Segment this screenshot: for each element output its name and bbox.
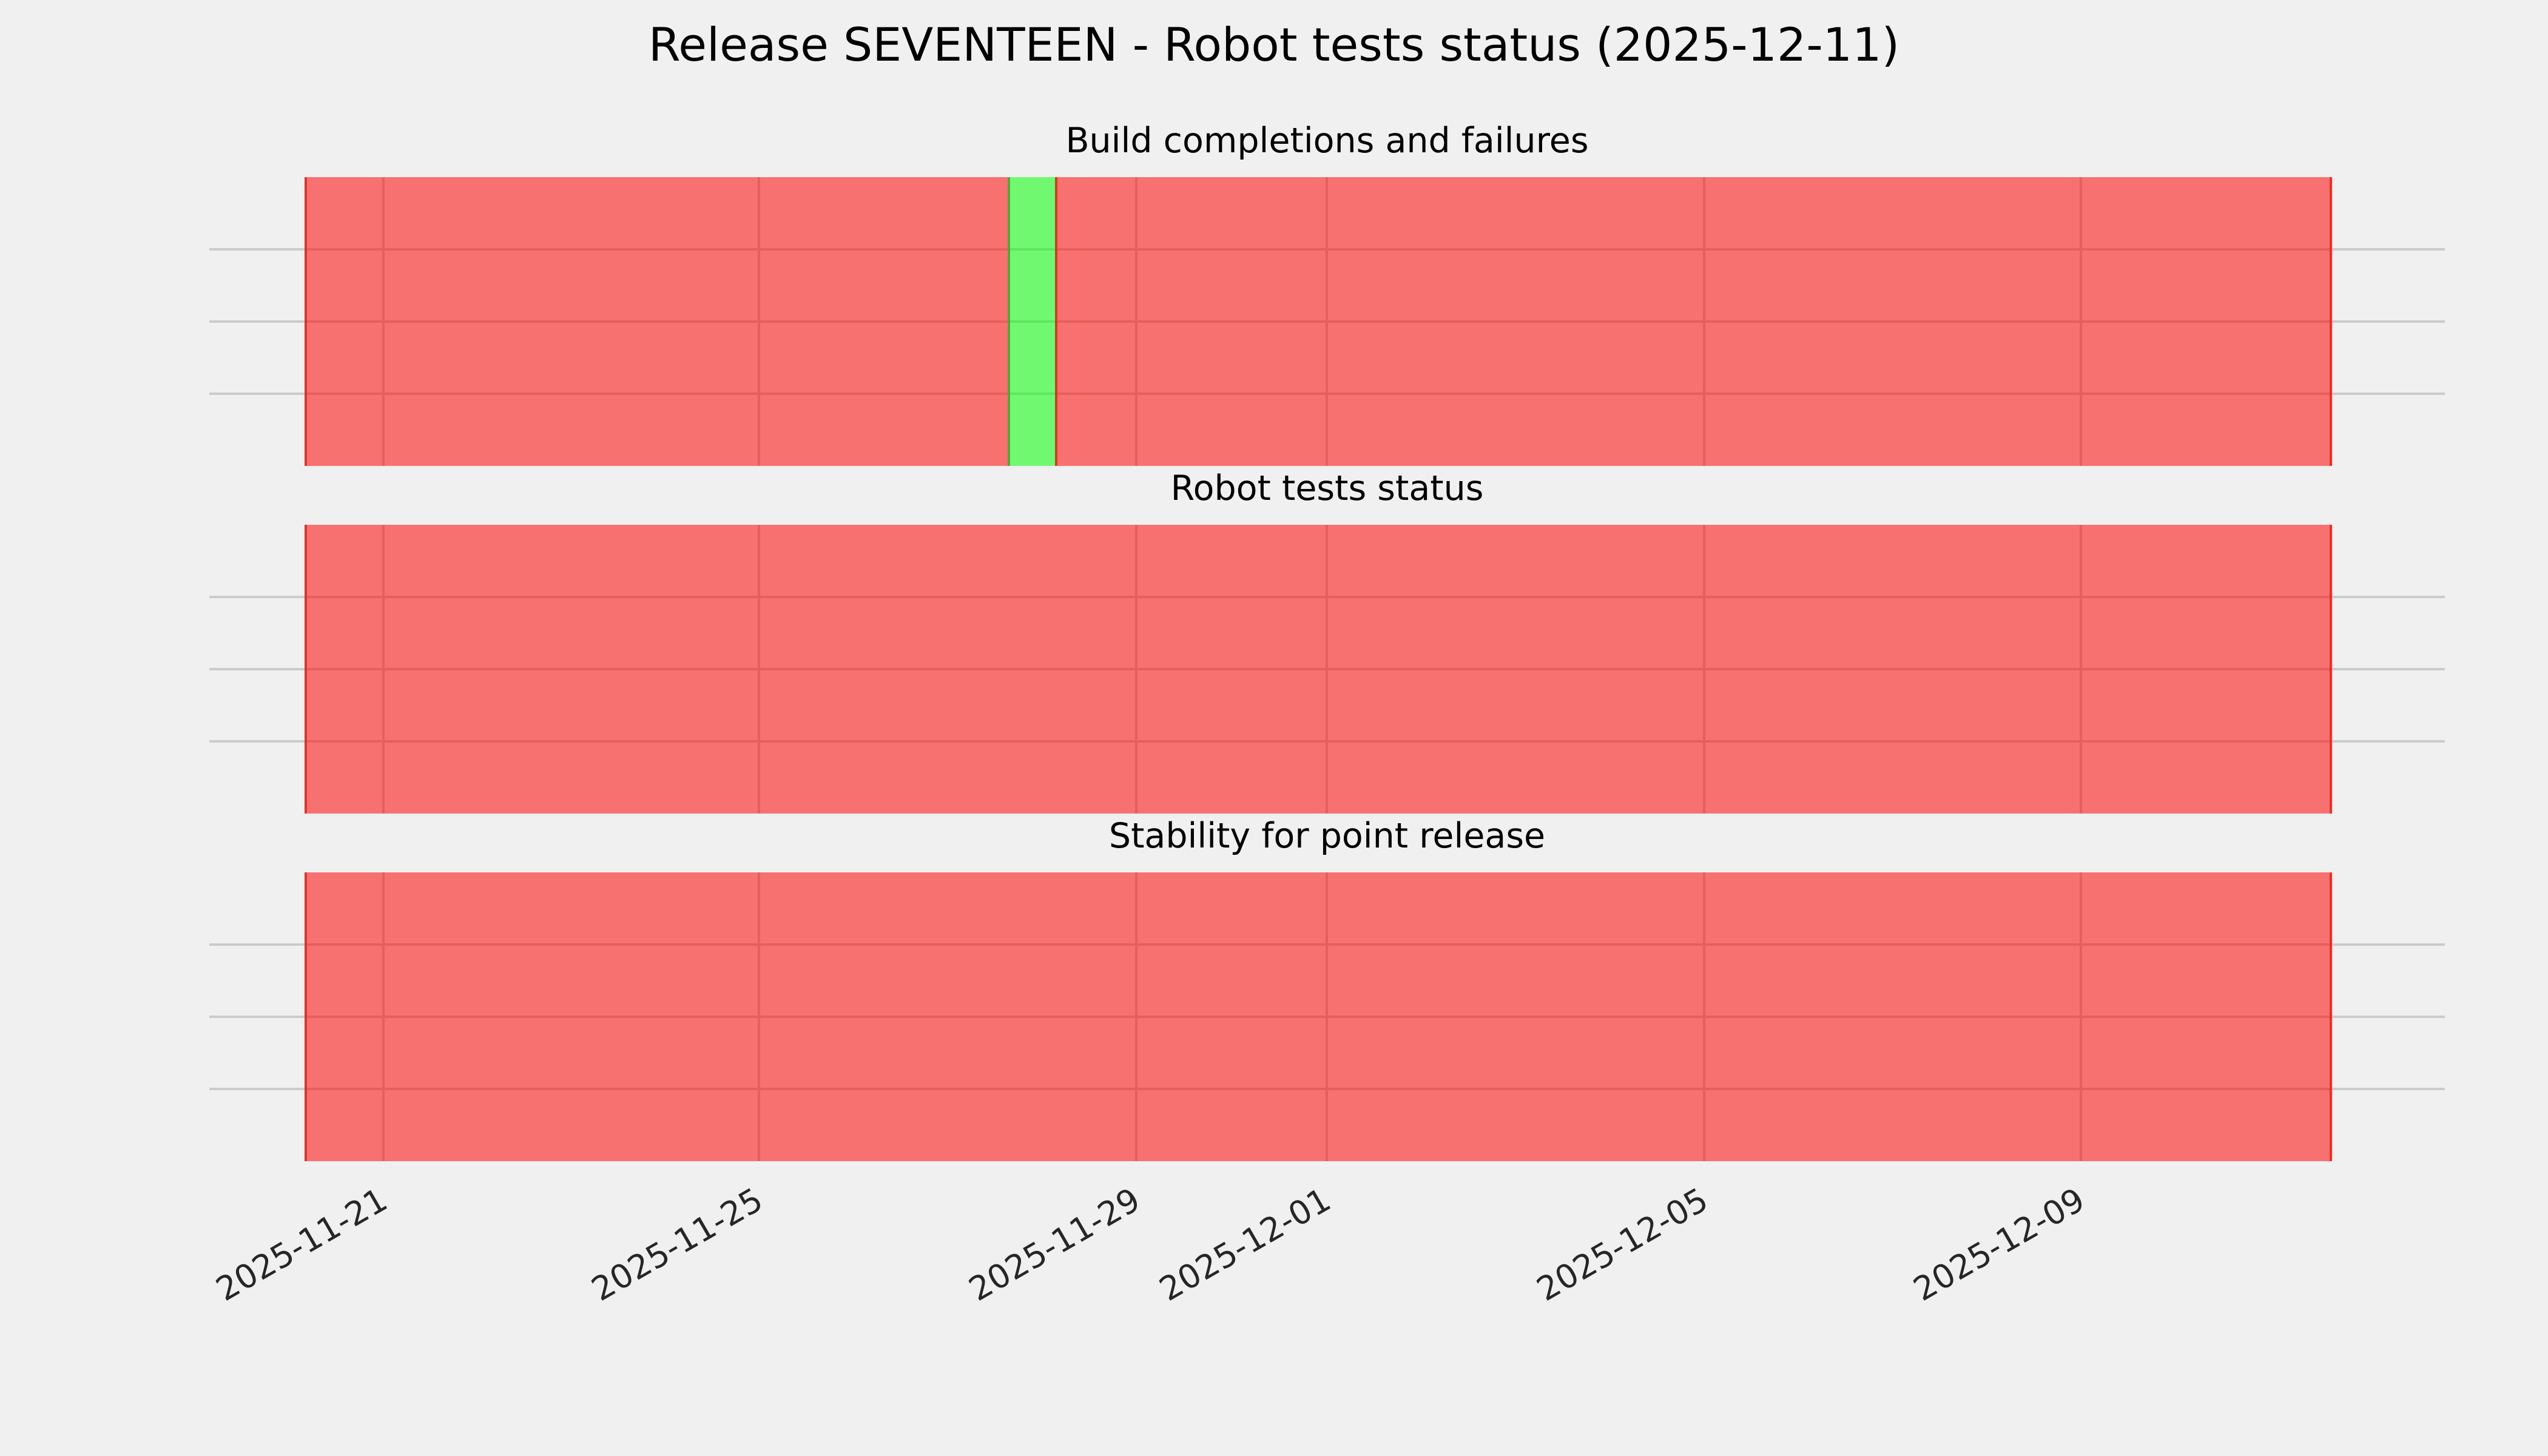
- x-tick-label-text: 2025-11-21: [209, 1180, 394, 1309]
- subplot-title: Robot tests status: [1170, 468, 1484, 508]
- subplot-title: Stability for point release: [1108, 816, 1546, 856]
- x-tick-label: 2025-12-01: [1129, 1181, 1337, 1309]
- bar-segment-failure: [1054, 177, 2332, 466]
- x-tick-label: 2025-12-09: [1883, 1181, 2091, 1309]
- x-tick-label: 2025-11-25: [561, 1181, 769, 1309]
- axes-subplot-3: [209, 872, 2445, 1161]
- x-tick-label-text: 2025-11-25: [585, 1180, 769, 1309]
- x-tick-label: 2025-11-29: [939, 1181, 1147, 1309]
- x-tick-label-text: 2025-12-05: [1530, 1180, 1715, 1309]
- figure-title: Release SEVENTEEN - Robot tests status (…: [648, 18, 1900, 72]
- bar-segment-failure: [304, 177, 1008, 466]
- bar-segment-failure: [304, 525, 2332, 814]
- x-tick-label-text: 2025-12-01: [1153, 1180, 1337, 1309]
- bar-segment-success: [1007, 177, 1055, 466]
- bar-segment-failure: [304, 872, 2332, 1161]
- axes-subplot-1: [209, 177, 2445, 466]
- x-tick-label-text: 2025-11-29: [962, 1180, 1147, 1309]
- x-tick-label: 2025-11-21: [186, 1181, 394, 1309]
- axes-subplot-2: [209, 525, 2445, 814]
- subplot-title: Build completions and failures: [1065, 121, 1589, 161]
- x-tick-label: 2025-12-05: [1506, 1181, 1714, 1309]
- x-tick-label-text: 2025-12-09: [1907, 1180, 2092, 1309]
